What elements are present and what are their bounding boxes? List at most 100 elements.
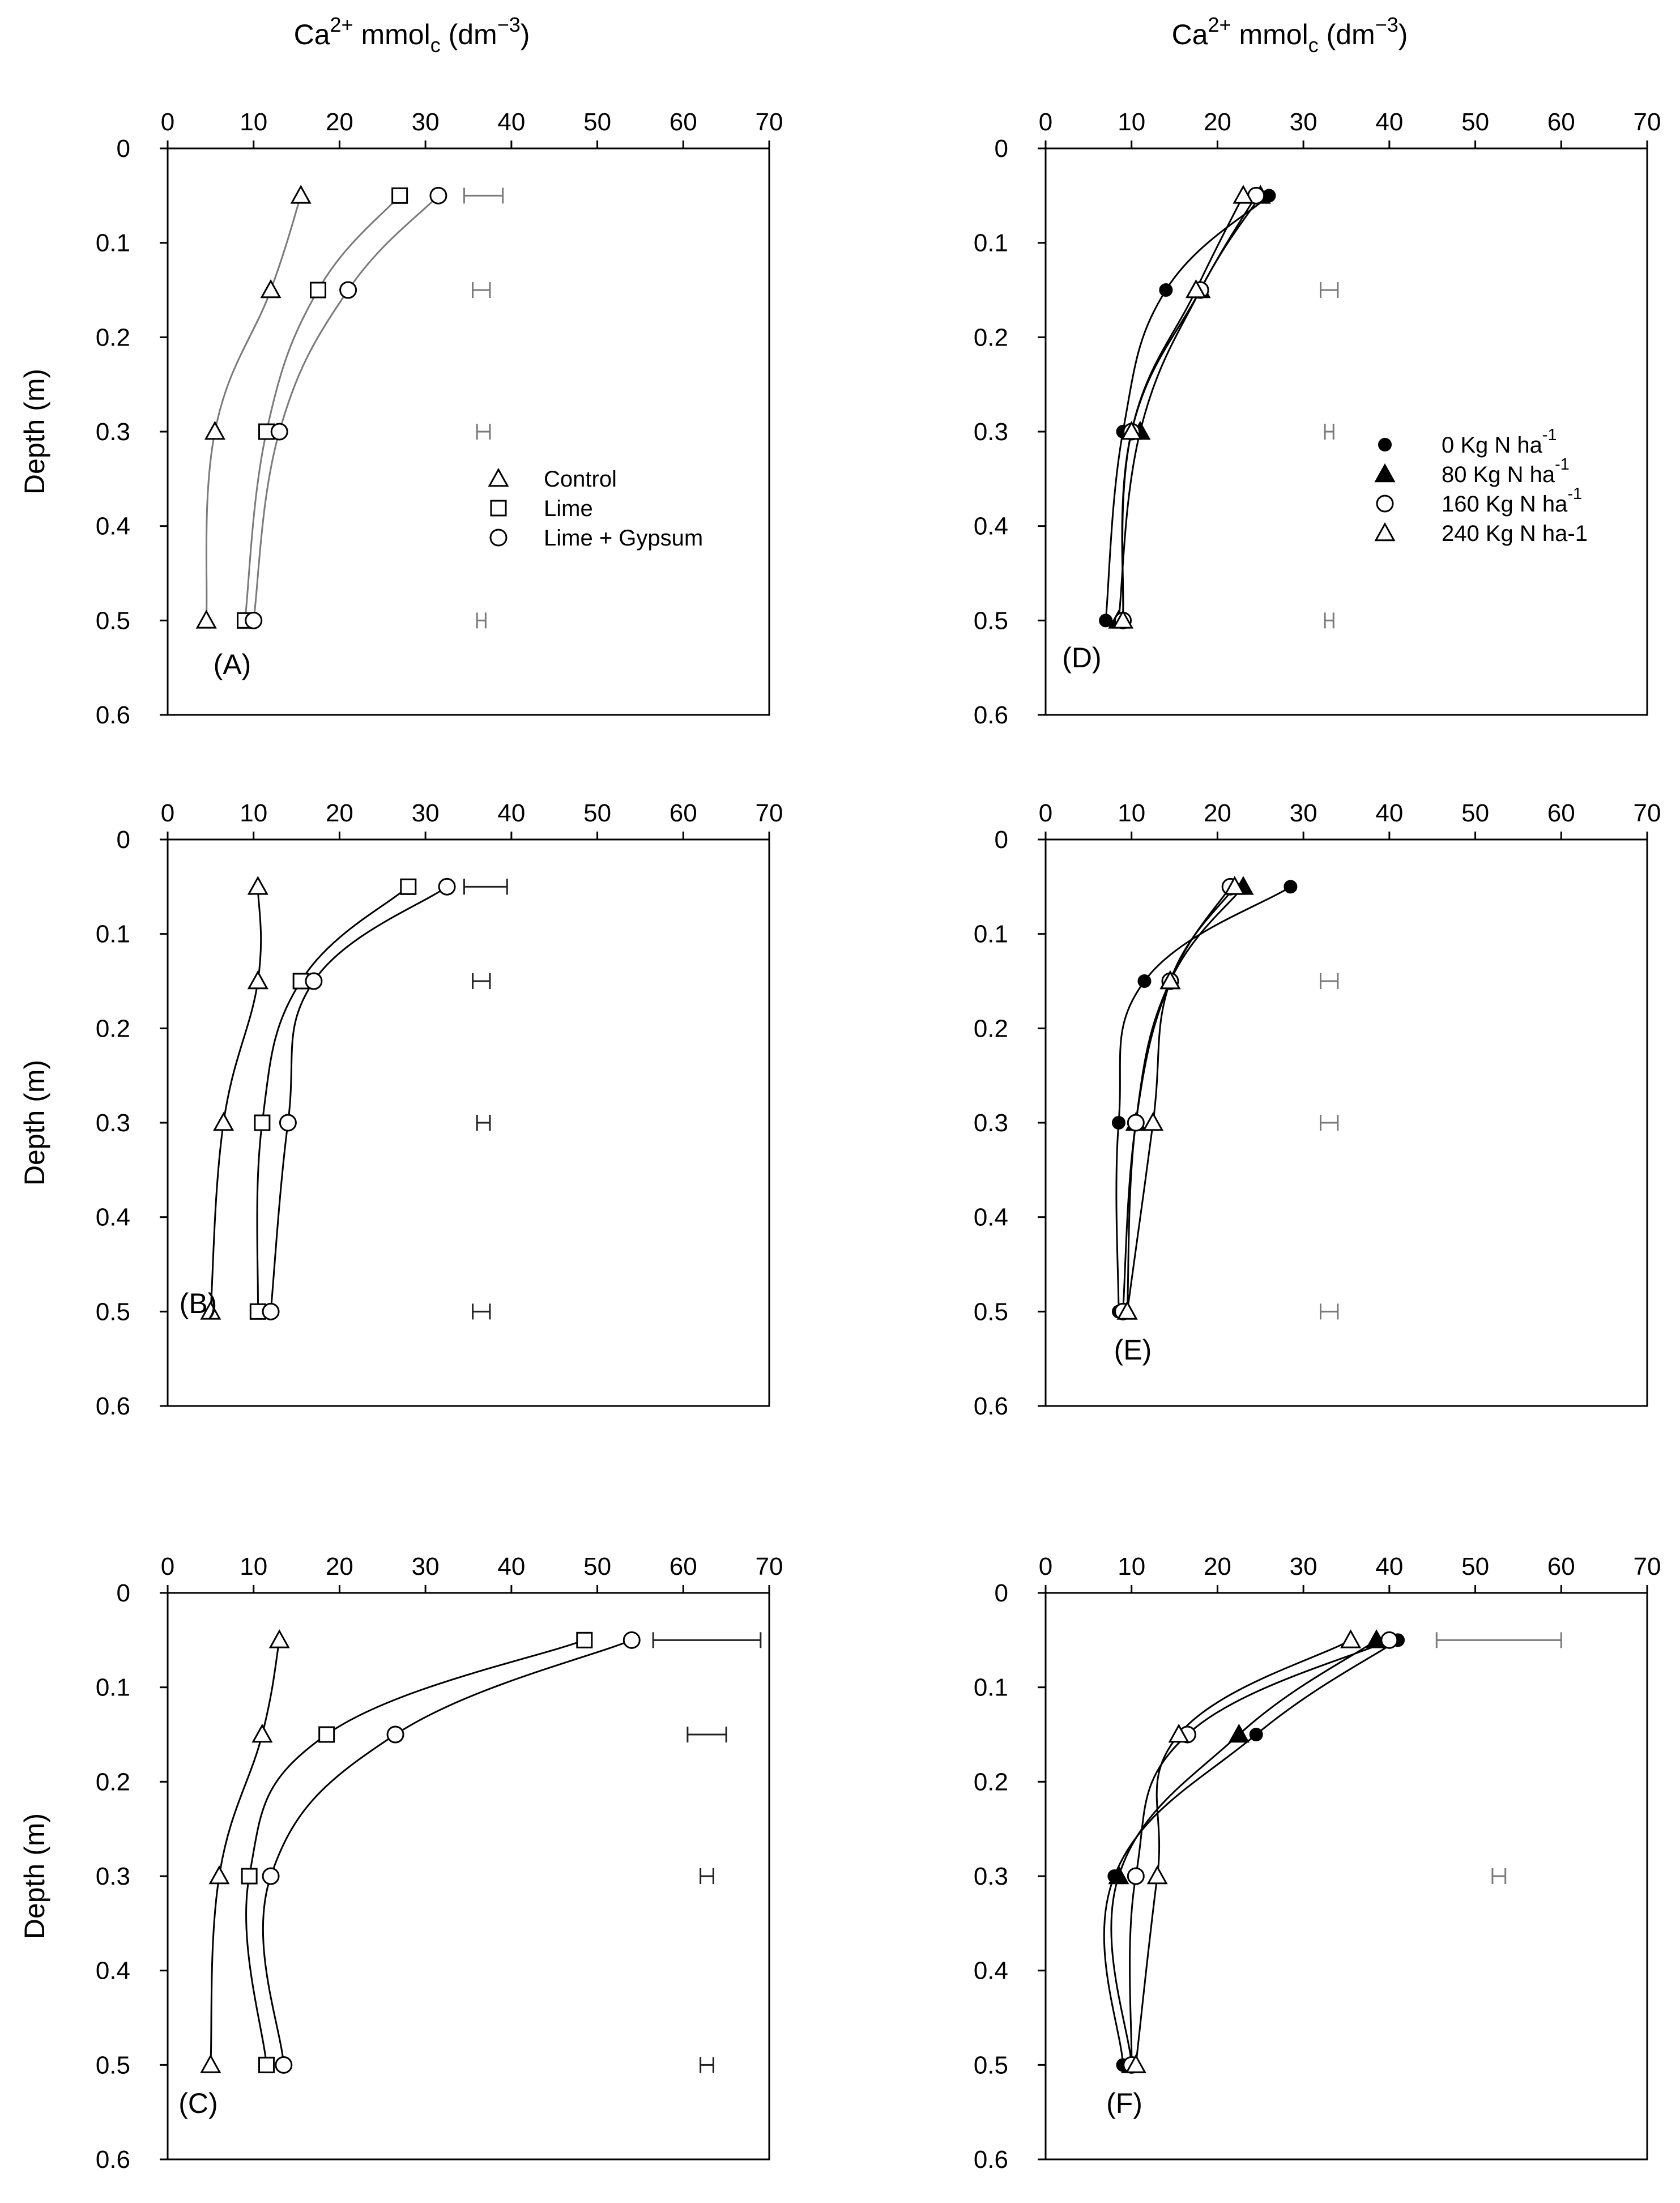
panel-label: (F) [1106,2087,1142,2119]
x-tick-label: 30 [412,108,440,136]
data-point [245,611,263,629]
series-line [1105,195,1270,621]
data-point [279,1114,297,1132]
series-line [244,195,400,621]
data-point [1228,1723,1250,1743]
data-point [1159,970,1181,990]
data-point [1284,880,1298,894]
y-tick-label: 0.2 [96,323,130,351]
data-point [247,970,268,990]
data-point [310,282,326,299]
data-point [1116,1301,1138,1320]
legend-marker [1374,463,1396,483]
y-tick-label: 0.5 [96,1298,130,1326]
series-line [1126,886,1244,1312]
y-tick-label: 0 [995,135,1008,163]
y-tick-label: 0.2 [974,1015,1008,1042]
y-tick-label: 0.1 [96,229,130,257]
panel-label: (D) [1062,642,1101,674]
data-point [251,1723,273,1743]
data-point [1159,283,1173,297]
x-tick-label: 40 [497,799,525,827]
data-point [1108,1865,1129,1885]
y-axis-title: Depth (m) [19,1060,50,1186]
data-point [438,877,456,896]
data-point [200,1301,221,1320]
y-tick-label: 0.6 [96,1392,130,1420]
x-tick-label: 20 [326,1553,353,1580]
data-point [576,1631,593,1648]
y-tick-label: 0.4 [96,1204,130,1232]
series-line [1110,1639,1377,2065]
series-line [1135,1639,1351,2065]
series-line [1129,1639,1390,2065]
data-point [268,1629,290,1648]
x-tick-label: 60 [670,1553,697,1580]
y-tick-label: 0.2 [96,1768,130,1796]
legend-label: 240 Kg N ha-1 [1442,521,1588,546]
data-point [258,2056,275,2073]
data-point [275,2056,293,2074]
x-tick-label: 10 [240,799,267,827]
y-tick-label: 0.2 [974,1768,1008,1796]
x-tick-label: 30 [412,1553,440,1580]
x-tick-label: 20 [326,108,353,136]
data-point [1146,1865,1168,1885]
x-tick-label: 20 [1204,108,1231,136]
x-tick-label: 60 [1547,1553,1575,1580]
x-tick-label: 40 [1375,108,1403,136]
data-point [254,1114,271,1131]
x-tick-label: 0 [1039,1553,1052,1580]
x-tick-label: 60 [1547,108,1575,136]
legend-marker [1376,495,1394,513]
y-tick-label: 0.1 [96,1674,130,1702]
series-line [253,195,439,621]
data-point [1127,1867,1145,1885]
series-line [245,1639,585,2065]
data-point [1137,974,1152,988]
x-tick-label: 50 [583,108,611,136]
y-tick-label: 0.5 [974,2051,1008,2079]
y-tick-label: 0 [117,1579,130,1607]
y-tick-label: 0.5 [974,1298,1008,1326]
x-tick-label: 50 [583,799,611,827]
data-point [1111,1116,1125,1130]
x-tick-label: 20 [1204,1553,1231,1580]
legend-marker [488,467,509,487]
x-tick-label: 0 [1039,108,1052,136]
data-point [1125,2054,1146,2073]
data-point [260,279,282,299]
x-tick-label: 70 [1634,1553,1661,1580]
legend-label: 160 Kg N ha-1 [1442,485,1582,517]
panel-D: 0 10 20 30 40 50 60 70 0 0.1 0.2 0.3 0.4 0.5 0.6 (D) 0 K… [974,108,1661,729]
panel-C: 0 10 20 30 40 50 60 70 0 0.1 0.2 0.3 0.4 0.5 0.6 Depth … [19,1553,783,2174]
x-tick-label: 10 [1118,108,1145,136]
legend-marker [1378,438,1392,451]
data-point [318,1726,335,1743]
legend-marker [489,529,508,547]
y-tick-label: 0.1 [974,1674,1008,1702]
x-tick-label: 50 [1461,799,1489,827]
series-line [205,195,302,621]
x-tick-label: 40 [1375,799,1403,827]
y-tick-label: 0 [117,826,130,854]
data-point [1185,279,1207,299]
panel-B: 0 10 20 30 40 50 60 70 0 0.1 0.2 0.3 0.4 0.5 0.6 Depth … [19,799,783,1420]
x-tick-label: 50 [1461,1553,1489,1580]
y-tick-label: 0.2 [96,1015,130,1042]
x-tick-label: 70 [756,108,783,136]
legend-marker [490,500,507,517]
y-tick-label: 0.1 [974,229,1008,257]
x-tick-label: 0 [161,108,174,136]
data-point [391,187,408,204]
x-tick-label: 10 [1118,1553,1145,1580]
series-line [256,886,409,1312]
x-tick-label: 0 [161,1553,174,1580]
series-line [1115,886,1291,1312]
data-point [429,186,447,204]
x-tick-label: 10 [240,1553,267,1580]
y-tick-label: 0 [995,826,1008,854]
y-tick-label: 0.3 [96,418,130,446]
y-tick-label: 0.5 [974,607,1008,634]
